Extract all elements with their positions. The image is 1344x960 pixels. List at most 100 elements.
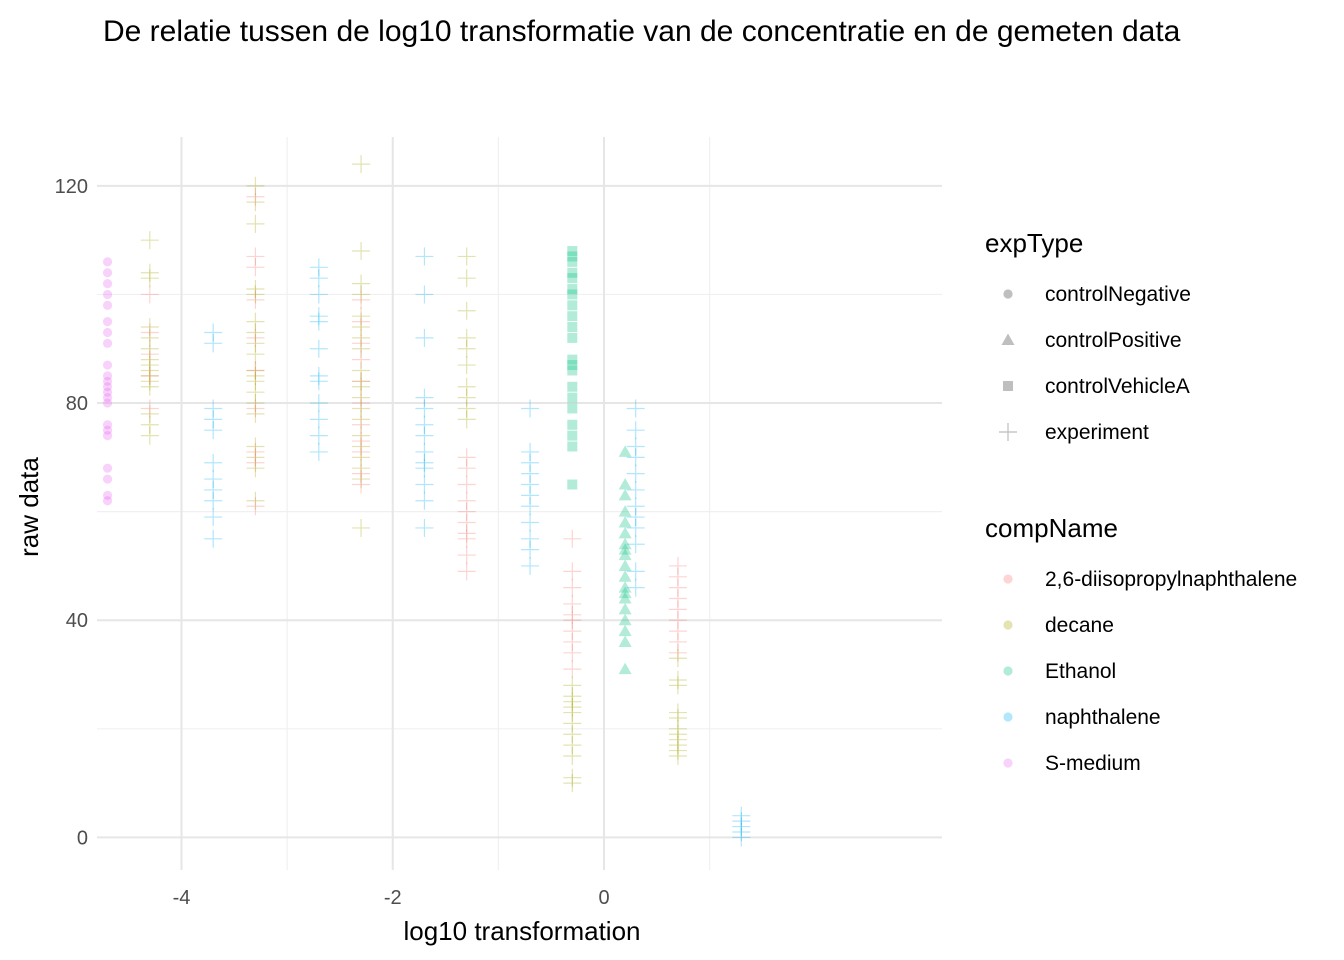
x-tick-label: 0 <box>598 887 609 909</box>
legend: expType controlNegative controlPositive con… <box>985 228 1297 775</box>
data-point <box>415 399 434 418</box>
data-point <box>563 736 582 755</box>
data-point <box>567 354 578 365</box>
data-point <box>102 393 113 403</box>
data-point <box>246 280 265 299</box>
data-point <box>352 394 371 413</box>
data-point <box>563 643 582 662</box>
legend-key-square <box>1003 381 1013 391</box>
data-point <box>415 247 434 266</box>
data-point <box>567 403 578 414</box>
data-point <box>618 537 632 550</box>
data-point <box>140 231 159 250</box>
data-points <box>102 155 751 847</box>
data-point <box>352 415 371 434</box>
data-point <box>415 453 434 472</box>
legend-label: S-medium <box>1045 752 1141 775</box>
data-point <box>563 698 582 717</box>
data-point <box>618 592 632 604</box>
data-point <box>668 611 687 630</box>
data-point <box>140 345 159 364</box>
data-point <box>415 491 434 510</box>
data-point <box>352 155 371 174</box>
data-point <box>309 339 328 358</box>
x-tick-label: -2 <box>384 887 402 909</box>
data-point <box>567 441 578 452</box>
data-point <box>457 399 476 418</box>
data-point <box>457 377 476 396</box>
data-point <box>246 323 265 342</box>
data-point <box>563 703 582 722</box>
data-point <box>567 300 578 311</box>
data-point <box>415 328 434 347</box>
data-point <box>102 420 113 430</box>
data-point <box>352 372 371 391</box>
legend-title-compname: compName <box>985 513 1118 543</box>
data-point <box>563 611 582 630</box>
data-point <box>521 529 540 548</box>
data-point <box>415 285 434 304</box>
data-point <box>352 285 371 304</box>
data-point <box>457 491 476 510</box>
data-point <box>102 289 113 300</box>
legend-label: 2,6-diisopropylnaphthalene <box>1045 568 1297 591</box>
data-point <box>732 812 751 831</box>
data-point <box>352 470 371 489</box>
data-point <box>563 578 582 597</box>
data-point <box>102 268 113 278</box>
data-point <box>102 398 113 408</box>
data-point <box>563 529 582 548</box>
data-point <box>415 388 434 407</box>
data-point <box>457 356 476 375</box>
data-point <box>415 475 434 494</box>
data-point <box>352 432 371 451</box>
data-point <box>618 488 632 501</box>
data-point <box>246 328 265 347</box>
data-point <box>309 307 328 326</box>
data-point <box>563 714 582 733</box>
data-point <box>246 334 265 353</box>
data-point <box>415 426 434 445</box>
data-point <box>140 350 159 369</box>
data-point <box>102 431 113 441</box>
data-point <box>246 453 265 472</box>
data-point <box>246 290 265 309</box>
data-point <box>102 338 113 348</box>
data-point <box>668 719 687 738</box>
data-point <box>567 392 578 403</box>
data-point <box>102 279 113 289</box>
data-point <box>521 464 540 483</box>
data-point <box>668 730 687 749</box>
data-point <box>668 649 687 668</box>
data-point <box>567 267 578 278</box>
data-point <box>567 289 578 300</box>
data-point <box>140 361 159 380</box>
data-point <box>102 490 113 500</box>
data-point <box>352 312 371 331</box>
data-point <box>246 404 265 423</box>
data-point <box>618 548 632 561</box>
data-point <box>352 334 371 353</box>
data-point <box>352 388 371 407</box>
data-point <box>563 687 582 706</box>
data-point <box>563 594 582 613</box>
data-point <box>102 327 113 338</box>
data-point <box>204 410 223 429</box>
data-point <box>102 474 113 484</box>
data-point <box>626 437 645 456</box>
data-point <box>567 332 578 343</box>
legend-key-circle <box>1003 574 1013 584</box>
data-point <box>102 425 113 435</box>
data-point <box>352 437 371 456</box>
data-point <box>246 437 265 456</box>
data-point <box>309 394 328 413</box>
data-point <box>352 361 371 380</box>
data-point <box>521 540 540 559</box>
legend-key-plus <box>999 423 1017 441</box>
data-point <box>618 505 632 517</box>
legend-label: controlVehicleA <box>1045 375 1190 398</box>
data-point <box>352 448 371 467</box>
data-point <box>309 285 328 304</box>
data-point <box>246 361 265 380</box>
